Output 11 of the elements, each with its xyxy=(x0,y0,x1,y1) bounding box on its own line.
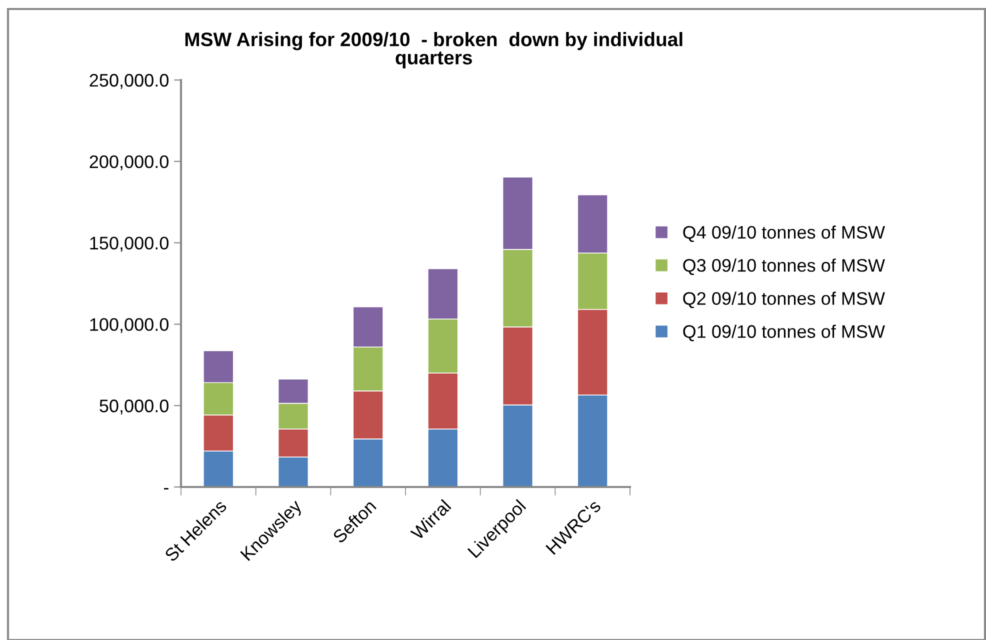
y-tick-label: 50,000.0 xyxy=(100,400,168,414)
legend-label: Q2 09/10 tonnes of MSW xyxy=(683,292,885,308)
legend-label: Q1 09/10 tonnes of MSW xyxy=(683,324,885,342)
y-tick-label: 150,000.0 xyxy=(90,236,168,252)
legend-label: Q4 09/10 tonnes of MSW xyxy=(683,225,885,242)
y-tick-label: 200,000.0 xyxy=(90,155,168,170)
y-tick-label: - xyxy=(164,488,168,490)
chart-title: MSW Arising for 2009/10 - broken down by individual quarters xyxy=(185,32,682,68)
y-tick-label: 250,000.0 xyxy=(90,74,168,89)
legend-label: Q3 09/10 tonnes of MSW xyxy=(683,258,885,276)
y-tick-label: 100,000.0 xyxy=(90,318,168,334)
